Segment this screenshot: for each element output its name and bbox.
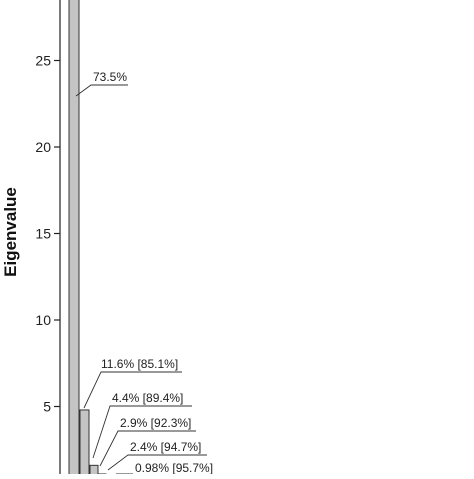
y-tick-label: 20 (35, 139, 51, 155)
bar-labels: 73.5% 11.6% [85.1%] 4.4% [89.4%] 2.9% [92.3… (76, 70, 213, 474)
y-axis: 5 10 15 20 25 (35, 0, 60, 474)
y-tick-label: 5 (43, 399, 51, 415)
bar (80, 410, 89, 474)
bar-label: 2.4% [94.7%] (130, 440, 201, 454)
bar-label: 73.5% (93, 70, 127, 84)
bar-label-leader (76, 85, 128, 96)
y-tick-label: 10 (35, 312, 51, 328)
bar (69, 0, 79, 474)
bar-label: 11.6% [85.1%] (101, 357, 178, 371)
y-axis-title: Eigenvalue (1, 187, 20, 277)
y-tick-label: 15 (35, 226, 51, 242)
y-tick-label: 25 (35, 53, 51, 69)
bar-label: 2.9% [92.3%] (120, 416, 191, 430)
bar-label: 4.4% [89.4%] (112, 391, 183, 405)
bar (90, 465, 98, 474)
bar-label: 0.98% [95.7%] (135, 461, 213, 474)
